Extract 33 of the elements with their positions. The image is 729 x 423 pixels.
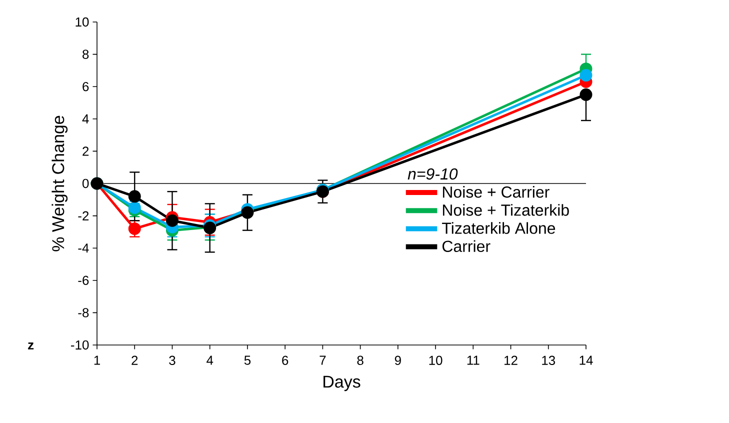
- legend-label: Noise + Carrier: [442, 186, 550, 198]
- legend-label: Carrier: [442, 240, 490, 252]
- y-tick-label: 6: [82, 82, 89, 92]
- y-tick-label: 2: [82, 146, 89, 156]
- x-tick-label: 3: [169, 356, 176, 365]
- x-tick-label: 2: [132, 356, 138, 365]
- x-axis-title: Days: [324, 376, 360, 392]
- y-tick-label: -6: [78, 276, 89, 285]
- legend-title: n=9-10: [408, 168, 458, 180]
- y-tick-label: 4: [82, 114, 89, 124]
- y-tick-label: -8: [78, 308, 89, 318]
- x-tick-label: 14: [580, 356, 593, 365]
- legend-label: Tizaterkib Alone: [442, 222, 556, 234]
- y-tick-label: -10: [71, 340, 89, 350]
- y-axis-title: % Weight Change: [52, 116, 68, 252]
- x-tick-label: 11: [467, 356, 480, 365]
- x-tick-label: 6: [282, 356, 288, 365]
- x-tick-label: 12: [504, 356, 518, 365]
- y-tick-label: 8: [82, 50, 89, 59]
- x-tick-label: 4: [206, 356, 214, 365]
- x-tick-label: 9: [394, 356, 401, 365]
- x-tick-label: 13: [542, 356, 556, 365]
- text: z: [28, 342, 34, 350]
- x-tick-label: 8: [357, 356, 364, 365]
- y-tick-label: -2: [78, 211, 89, 220]
- y-tick-label: 10: [76, 17, 89, 27]
- y-tick-label: 0: [82, 178, 89, 188]
- x-tick-label: 10: [429, 356, 442, 365]
- x-tick-label: 1: [94, 356, 100, 365]
- y-tick-label: -4: [78, 244, 89, 253]
- legend-label: Noise + Tizaterkib: [442, 204, 569, 216]
- x-tick-label: 5: [244, 356, 251, 365]
- x-tick-label: 7: [320, 356, 326, 365]
